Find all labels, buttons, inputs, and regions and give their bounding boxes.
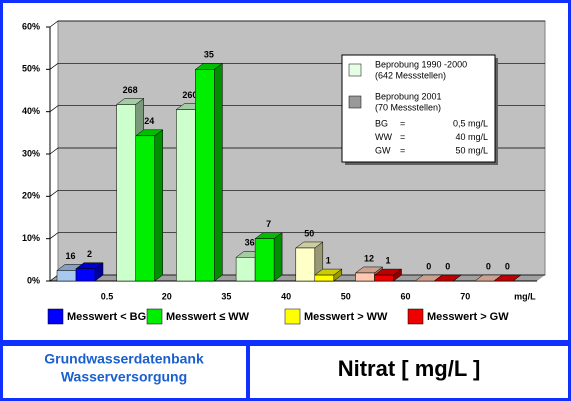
limit-abbr: BG [375, 118, 388, 128]
legend: Beprobung 1990 -2000(642 Messstellen) Bep… [348, 59, 488, 155]
data-label: 0 [505, 261, 510, 271]
bar [314, 268, 343, 282]
bar [75, 262, 104, 282]
bar-front [295, 247, 316, 282]
legend-note: (70 Messstellen) [375, 102, 441, 112]
data-label: 2 [87, 249, 92, 259]
limit-value: 0,5 mg/L [453, 118, 488, 128]
x-tick-label: 70 [460, 291, 470, 301]
data-label: 12 [364, 253, 374, 263]
bar-front [254, 238, 275, 282]
y-tick-label: 30% [22, 148, 40, 158]
bar [493, 274, 522, 282]
data-label: 268 [123, 85, 138, 95]
limit-abbr: GW [375, 145, 391, 155]
limit-sign: = [400, 118, 405, 128]
grid-line [49, 20, 545, 28]
data-label: 35 [204, 50, 214, 60]
bar-front [195, 69, 215, 282]
bar-front [355, 272, 375, 282]
data-label: 7 [266, 219, 271, 229]
x-tick-label: 60 [400, 291, 410, 301]
bar-front [374, 274, 394, 282]
class-label: Messwert < BG [67, 311, 146, 323]
class-swatch [407, 308, 424, 325]
y-tick-label: 0% [27, 275, 40, 285]
bar-side [273, 232, 283, 282]
bar-top [433, 274, 462, 282]
grid-line [49, 232, 545, 239]
bar [433, 274, 462, 282]
bar-front [176, 109, 196, 282]
legend-box [341, 54, 496, 163]
class-label: Messwert > WW [304, 311, 388, 323]
legend-label: Beprobung 2001 [375, 91, 442, 101]
y-tick-label: 20% [22, 191, 40, 201]
y-tick-label: 50% [22, 64, 40, 74]
legend-swatch [348, 95, 362, 109]
bar-side [214, 62, 223, 282]
footer-left-box [3, 346, 246, 398]
data-label: 16 [65, 251, 75, 261]
bar-front [116, 104, 136, 282]
limit-value: 40 mg/L [455, 132, 488, 142]
bar-front [135, 135, 155, 282]
bar [254, 232, 283, 282]
limit-sign: = [400, 132, 405, 142]
footer-right-box [250, 346, 568, 398]
class-swatch [47, 308, 64, 325]
data-label: 36 [245, 238, 255, 248]
y-tick-label: 60% [22, 21, 40, 31]
data-label: 0 [426, 261, 431, 271]
x-tick-label: 35 [221, 291, 231, 301]
x-tick-label: 20 [162, 291, 172, 301]
x-tick-label: mg/L [514, 291, 536, 301]
data-label: 1 [385, 255, 390, 265]
footer-left-line: Wasserversorgung [61, 369, 187, 385]
plot: 0%10%20%30%40%50%60%0.5 20 35 40 50 60 70 mg/L1… [22, 20, 545, 325]
class-swatch [146, 308, 163, 325]
y-tick-label: 40% [22, 106, 40, 116]
y-tick-label: 10% [22, 233, 40, 243]
bar-front [235, 257, 256, 282]
legend-swatch [348, 63, 362, 77]
class-swatch [284, 308, 301, 325]
bar-top [493, 274, 522, 282]
bar-side [154, 129, 163, 282]
class-label: Messwert ≤ WW [166, 311, 250, 323]
data-label: 0 [486, 261, 491, 271]
footer-left-line: Grundwasserdatenbank [44, 351, 204, 367]
limit-sign: = [400, 145, 405, 155]
bar-front [56, 270, 77, 282]
data-label: 1 [326, 255, 331, 265]
grid-line [49, 189, 545, 197]
x-tick-label: 0.5 [101, 291, 114, 301]
x-tick-label: 50 [341, 291, 351, 301]
data-label: 0 [445, 261, 450, 271]
class-label: Messwert > GW [427, 311, 509, 323]
bar [373, 268, 403, 282]
bar-front [75, 268, 96, 282]
legend-label: Beprobung 1990 -2000 [375, 59, 467, 69]
legend-note: (642 Messstellen) [375, 70, 446, 80]
bar [134, 129, 164, 282]
limit-value: 50 mg/L [455, 145, 488, 155]
data-label: 260 [182, 90, 197, 100]
limit-abbr: WW [375, 132, 392, 142]
data-label: 50 [304, 228, 314, 238]
data-label: 24 [144, 116, 154, 126]
bar-front [314, 274, 335, 282]
footer-title: Nitrat [ mg/L ] [338, 356, 481, 381]
bar [194, 62, 224, 282]
x-tick-label: 40 [281, 291, 291, 301]
